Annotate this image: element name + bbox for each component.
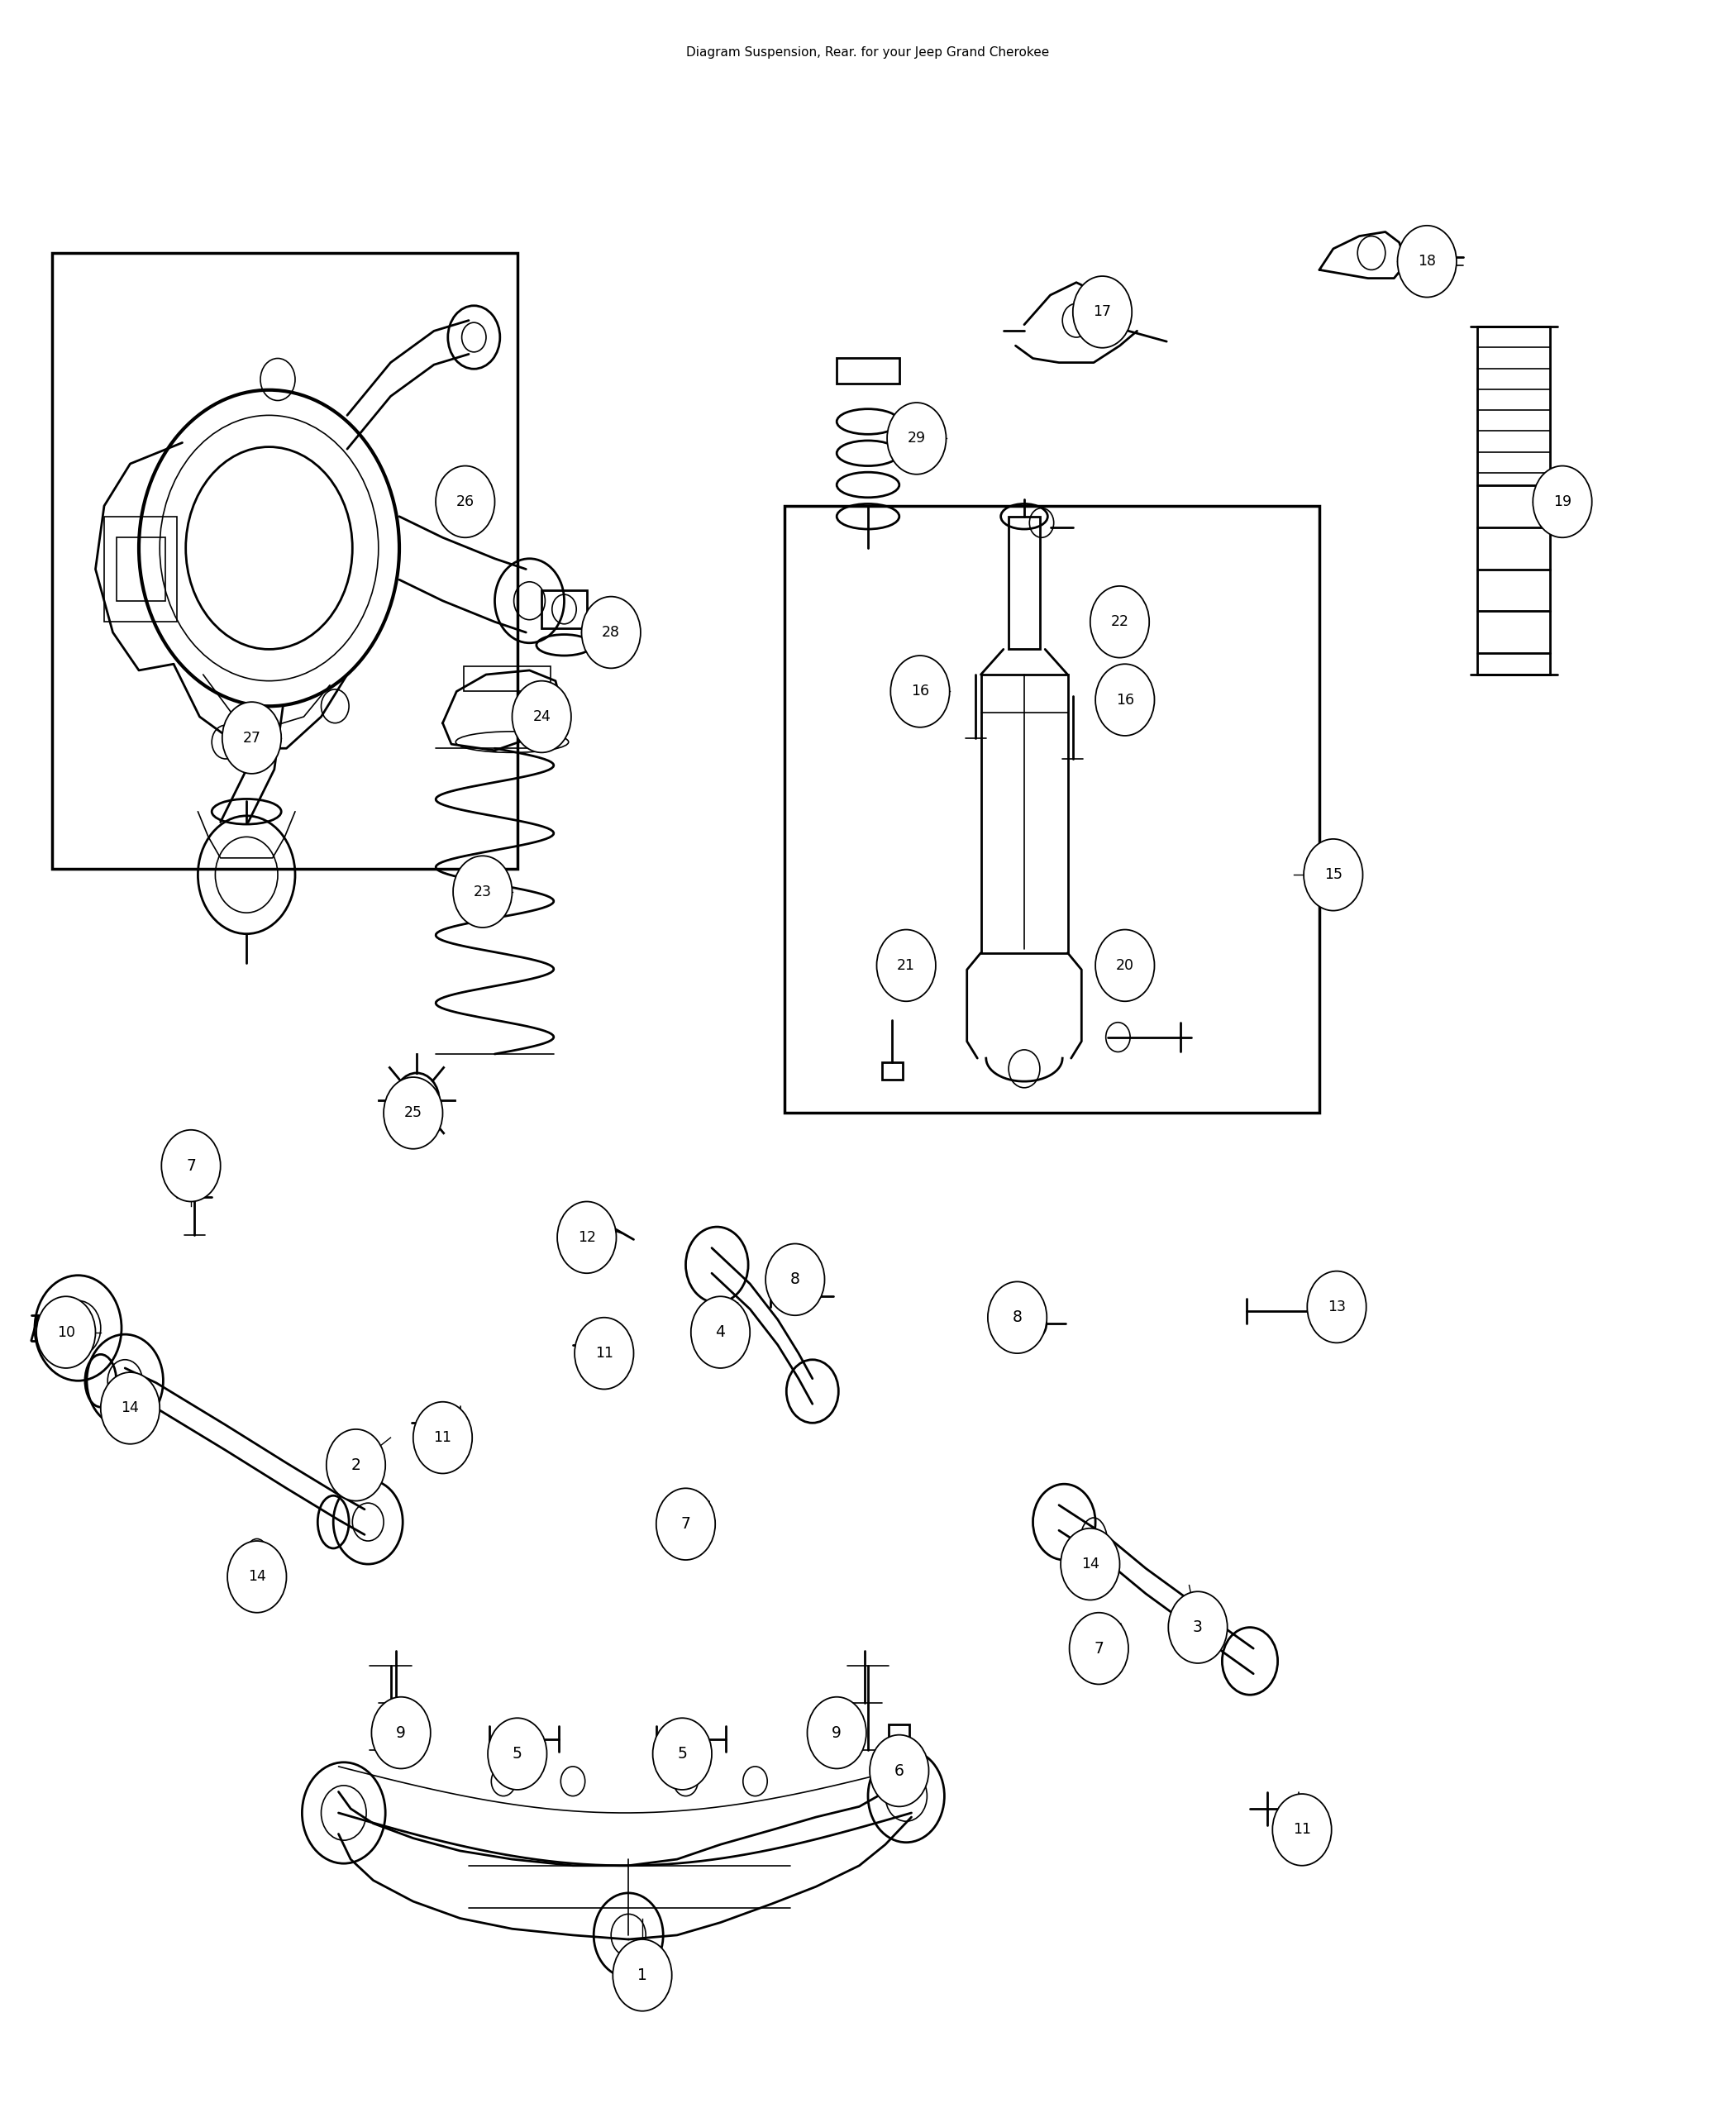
Text: 11: 11 xyxy=(434,1429,451,1446)
Text: 21: 21 xyxy=(898,957,915,974)
Circle shape xyxy=(1397,226,1457,297)
Bar xyxy=(116,538,165,601)
Text: 23: 23 xyxy=(474,883,491,900)
Text: 19: 19 xyxy=(1554,493,1571,510)
Circle shape xyxy=(512,681,571,753)
Text: 11: 11 xyxy=(1293,1821,1311,1838)
Circle shape xyxy=(1073,276,1132,348)
Circle shape xyxy=(891,656,950,727)
Text: 26: 26 xyxy=(457,493,474,510)
Circle shape xyxy=(101,1372,160,1444)
Circle shape xyxy=(1061,1528,1120,1600)
Circle shape xyxy=(1307,1271,1366,1343)
Bar xyxy=(837,358,899,384)
Text: 18: 18 xyxy=(1418,253,1436,270)
Circle shape xyxy=(807,1697,866,1769)
Text: 22: 22 xyxy=(1111,613,1128,630)
Circle shape xyxy=(887,403,946,474)
Circle shape xyxy=(384,1077,443,1149)
Text: 24: 24 xyxy=(533,708,550,725)
Circle shape xyxy=(1168,1592,1227,1663)
Circle shape xyxy=(691,1296,750,1368)
Text: 8: 8 xyxy=(790,1271,800,1288)
Bar xyxy=(785,506,1319,1113)
Text: 5: 5 xyxy=(512,1745,523,1762)
Circle shape xyxy=(1533,466,1592,538)
Bar xyxy=(1009,516,1040,649)
Bar xyxy=(104,516,177,622)
Text: 14: 14 xyxy=(122,1400,139,1417)
Text: 9: 9 xyxy=(832,1724,842,1741)
Circle shape xyxy=(436,466,495,538)
Text: 7: 7 xyxy=(1094,1640,1104,1657)
Text: 8: 8 xyxy=(1012,1309,1023,1326)
Bar xyxy=(1477,327,1550,675)
Text: 4: 4 xyxy=(715,1324,726,1341)
Text: 14: 14 xyxy=(248,1568,266,1585)
Circle shape xyxy=(1095,930,1154,1001)
Circle shape xyxy=(575,1318,634,1389)
Circle shape xyxy=(613,1939,672,2011)
Circle shape xyxy=(222,702,281,774)
Circle shape xyxy=(877,930,936,1001)
Circle shape xyxy=(988,1282,1047,1353)
Circle shape xyxy=(1272,1794,1332,1866)
Circle shape xyxy=(653,1718,712,1790)
Bar xyxy=(542,590,587,628)
Text: Diagram Suspension, Rear. for your Jeep Grand Cherokee: Diagram Suspension, Rear. for your Jeep … xyxy=(686,46,1050,59)
Circle shape xyxy=(1304,839,1363,911)
Bar xyxy=(464,666,550,691)
Text: 3: 3 xyxy=(1193,1619,1203,1636)
Text: 5: 5 xyxy=(677,1745,687,1762)
Circle shape xyxy=(1090,586,1149,658)
Text: 16: 16 xyxy=(1116,691,1134,708)
Circle shape xyxy=(227,1541,286,1613)
Text: 28: 28 xyxy=(602,624,620,641)
Circle shape xyxy=(870,1735,929,1807)
Circle shape xyxy=(413,1402,472,1473)
Circle shape xyxy=(372,1697,431,1769)
Text: 10: 10 xyxy=(57,1324,75,1341)
Text: 2: 2 xyxy=(351,1457,361,1473)
Text: 27: 27 xyxy=(243,729,260,746)
Circle shape xyxy=(1069,1613,1128,1684)
Text: 15: 15 xyxy=(1325,866,1342,883)
Bar xyxy=(889,1724,910,1767)
Bar xyxy=(52,253,517,868)
Circle shape xyxy=(161,1130,220,1202)
Circle shape xyxy=(453,856,512,928)
Text: 7: 7 xyxy=(186,1157,196,1174)
Circle shape xyxy=(1095,664,1154,736)
Text: 14: 14 xyxy=(1082,1556,1099,1573)
Circle shape xyxy=(656,1488,715,1560)
Circle shape xyxy=(36,1296,95,1368)
Circle shape xyxy=(488,1718,547,1790)
Circle shape xyxy=(766,1244,825,1315)
Text: 6: 6 xyxy=(894,1762,904,1779)
Text: 13: 13 xyxy=(1328,1299,1345,1315)
Text: 1: 1 xyxy=(637,1967,648,1984)
Circle shape xyxy=(326,1429,385,1501)
Circle shape xyxy=(582,597,641,668)
Text: 17: 17 xyxy=(1094,304,1111,320)
Text: 20: 20 xyxy=(1116,957,1134,974)
Text: 7: 7 xyxy=(681,1516,691,1533)
Bar xyxy=(882,1062,903,1079)
Text: 11: 11 xyxy=(595,1345,613,1362)
Circle shape xyxy=(557,1202,616,1273)
Text: 12: 12 xyxy=(578,1229,595,1246)
Text: 29: 29 xyxy=(908,430,925,447)
Text: 16: 16 xyxy=(911,683,929,700)
Text: 9: 9 xyxy=(396,1724,406,1741)
Bar xyxy=(981,675,1068,953)
Text: 25: 25 xyxy=(404,1105,422,1121)
